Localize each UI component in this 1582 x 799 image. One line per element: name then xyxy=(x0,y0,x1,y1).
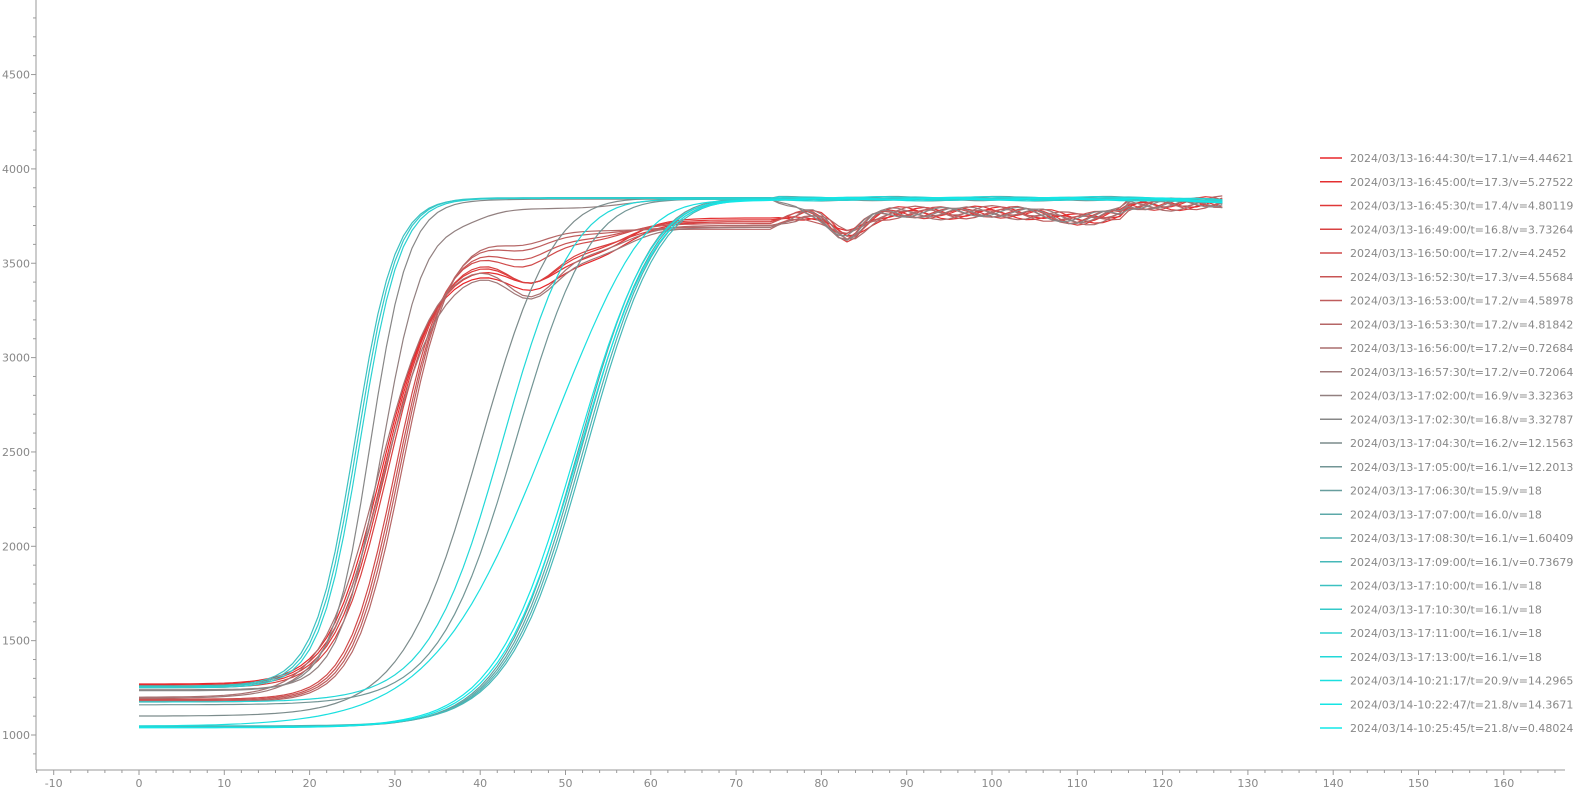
series-line-2 xyxy=(139,196,1223,687)
series-line-9 xyxy=(139,197,1223,699)
chart-axes: -10 0 10 20 30 40 50 60 70 80 90 100 110 120 130 140 150… xyxy=(2,0,1565,790)
x-tick-label: 10 xyxy=(217,777,231,790)
series-line-13 xyxy=(139,196,1223,706)
y-tick-label: 3000 xyxy=(2,352,30,365)
legend-label: 2024/03/14-10:25:45/t=21.8/v=0.48024 xyxy=(1350,722,1573,735)
x-tick-label: 40 xyxy=(473,777,487,790)
series-line-16 xyxy=(139,196,1223,728)
x-tick-label: 140 xyxy=(1323,777,1344,790)
x-tick-label: 130 xyxy=(1237,777,1258,790)
series-line-14 xyxy=(139,195,1223,729)
series-line-17 xyxy=(139,197,1223,727)
legend-label: 2024/03/13-17:10:00/t=16.1/v=18 xyxy=(1350,580,1542,593)
series-line-0 xyxy=(139,197,1223,685)
legend-label: 2024/03/13-17:08:30/t=16.1/v=1.60409 xyxy=(1350,532,1573,545)
y-tick-label: 4000 xyxy=(2,163,30,176)
series-line-6 xyxy=(139,200,1223,702)
y-tick-label: 2500 xyxy=(2,446,30,459)
series-line-12 xyxy=(139,197,1223,717)
series-line-4 xyxy=(139,198,1223,700)
series-line-3 xyxy=(139,199,1223,689)
legend-label: 2024/03/13-17:04:30/t=16.2/v=12.1563 xyxy=(1350,437,1573,450)
x-tick-label: 160 xyxy=(1493,777,1514,790)
x-tick-label: 100 xyxy=(982,777,1003,790)
series-line-1 xyxy=(138,199,1223,686)
series-line-5 xyxy=(139,197,1223,701)
legend-label: 2024/03/13-17:06:30/t=15.9/v=18 xyxy=(1350,485,1542,498)
legend-label: 2024/03/13-17:07:00/t=16.0/v=18 xyxy=(1350,508,1542,521)
series-line-23 xyxy=(139,196,1223,729)
x-tick-label: 90 xyxy=(900,777,914,790)
legend-label: 2024/03/13-16:52:30/t=17.3/v=4.55684 xyxy=(1350,271,1573,284)
y-tick-label: 3500 xyxy=(2,257,30,270)
y-tick-label: 2000 xyxy=(2,540,30,553)
x-tick-label: 30 xyxy=(388,777,402,790)
x-tick-label: 20 xyxy=(303,777,317,790)
legend-label: 2024/03/13-16:49:00/t=16.8/v=3.73264 xyxy=(1350,223,1573,236)
legend-label: 2024/03/13-16:53:00/t=17.2/v=4.58978 xyxy=(1350,295,1573,308)
series-line-21 xyxy=(139,195,1223,703)
legend-label: 2024/03/13-16:53:30/t=17.2/v=4.81842 xyxy=(1350,318,1573,331)
series-line-11 xyxy=(139,198,1223,692)
series-line-22 xyxy=(138,197,1223,727)
legend-label: 2024/03/14-10:21:17/t=20.9/v=14.2965 xyxy=(1350,675,1573,688)
x-tick-label: 150 xyxy=(1408,777,1429,790)
legend-label: 2024/03/13-17:13:00/t=16.1/v=18 xyxy=(1350,651,1542,664)
legend-label: 2024/03/14-10:22:47/t=21.8/v=14.3671 xyxy=(1350,698,1573,711)
x-tick-label: -10 xyxy=(45,777,63,790)
x-tick-label: 80 xyxy=(814,777,828,790)
legend-label: 2024/03/13-17:02:30/t=16.8/v=3.32787 xyxy=(1350,413,1573,426)
legend-label: 2024/03/13-16:44:30/t=17.1/v=4.44621 xyxy=(1350,152,1573,165)
legend-label: 2024/03/13-16:57:30/t=17.2/v=0.72064 xyxy=(1350,366,1573,379)
legend-label: 2024/03/13-17:11:00/t=16.1/v=18 xyxy=(1350,627,1542,640)
legend-label: 2024/03/13-17:10:30/t=16.1/v=18 xyxy=(1350,603,1542,616)
series-line-24 xyxy=(139,197,1223,729)
x-tick-label: 70 xyxy=(729,777,743,790)
x-tick-label: 120 xyxy=(1152,777,1173,790)
x-tick-label: 0 xyxy=(136,777,143,790)
legend-label: 2024/03/13-17:09:00/t=16.1/v=0.73679 xyxy=(1350,556,1573,569)
x-tick-label: 60 xyxy=(644,777,658,790)
legend-label: 2024/03/13-16:45:30/t=17.4/v=4.80119 xyxy=(1350,200,1573,213)
chart-legend: 2024/03/13-16:44:30/t=17.1/v=4.44621 2024… xyxy=(1320,152,1573,735)
y-tick-label: 4500 xyxy=(2,69,30,82)
series-line-18 xyxy=(139,196,1223,687)
legend-label: 2024/03/13-17:05:00/t=16.1/v=12.2013 xyxy=(1350,461,1573,474)
series-line-20 xyxy=(139,197,1223,689)
x-tick-label: 110 xyxy=(1067,777,1088,790)
x-tick-label: 50 xyxy=(559,777,573,790)
legend-label: 2024/03/13-16:56:00/t=17.2/v=0.72684 xyxy=(1350,342,1573,355)
chart-series-lines xyxy=(138,195,1223,729)
y-tick-label: 1000 xyxy=(2,729,30,742)
series-line-7 xyxy=(139,195,1223,703)
series-line-19 xyxy=(139,196,1223,688)
legend-label: 2024/03/13-16:50:00/t=17.2/v=4.2452 xyxy=(1350,247,1566,260)
series-line-10 xyxy=(139,198,1223,691)
y-tick-label: 1500 xyxy=(2,635,30,648)
legend-label: 2024/03/13-17:02:00/t=16.9/v=3.32363 xyxy=(1350,390,1573,403)
series-line-15 xyxy=(139,198,1223,728)
series-line-8 xyxy=(138,200,1223,698)
legend-label: 2024/03/13-16:45:00/t=17.3/v=5.27522 xyxy=(1350,176,1573,189)
